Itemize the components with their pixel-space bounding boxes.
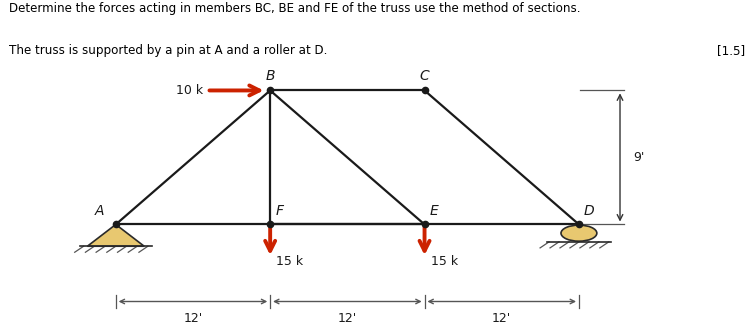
- Text: 10 k: 10 k: [176, 84, 203, 97]
- Text: [1.5]: [1.5]: [717, 44, 746, 57]
- Text: C: C: [420, 69, 430, 83]
- Text: B: B: [265, 69, 275, 83]
- Text: 12': 12': [183, 312, 202, 325]
- Text: 15 k: 15 k: [430, 255, 458, 268]
- Polygon shape: [87, 224, 144, 246]
- Text: 15 k: 15 k: [276, 255, 303, 268]
- Circle shape: [561, 225, 597, 241]
- Text: 12': 12': [492, 312, 512, 325]
- Text: D: D: [584, 204, 595, 218]
- Text: Determine the forces acting in members BC, BE and FE of the truss use the method: Determine the forces acting in members B…: [9, 2, 580, 15]
- Text: The truss is supported by a pin at A and a roller at D.: The truss is supported by a pin at A and…: [9, 44, 327, 57]
- Text: A: A: [95, 204, 104, 218]
- Text: 12': 12': [338, 312, 357, 325]
- Text: E: E: [429, 204, 438, 218]
- Text: 9': 9': [633, 151, 645, 164]
- Text: F: F: [275, 204, 283, 218]
